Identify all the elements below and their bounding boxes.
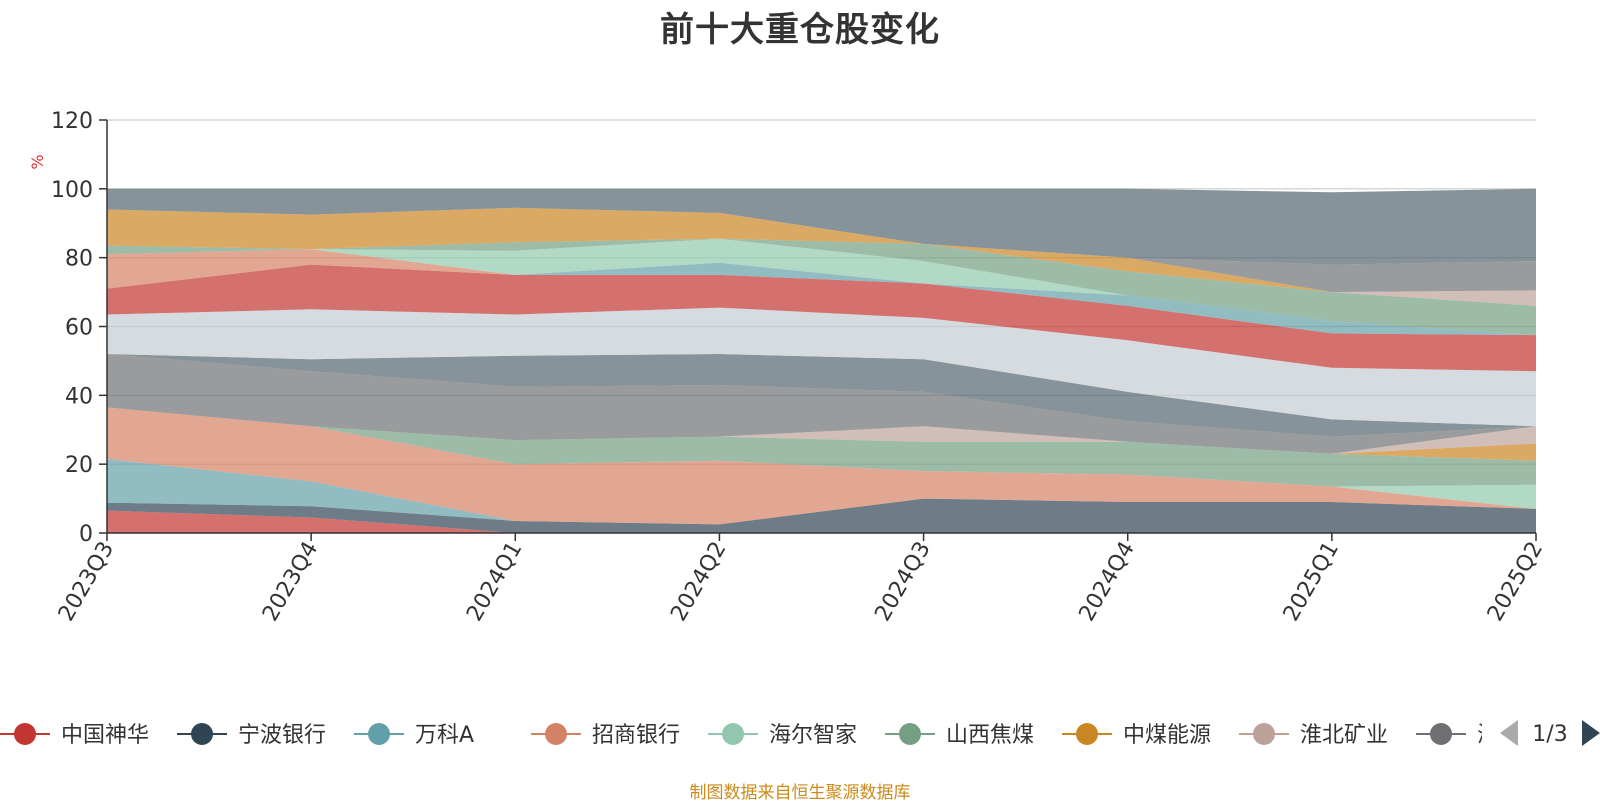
legend-marker-icon xyxy=(368,723,390,745)
area-series-8 xyxy=(107,407,1536,454)
area-series-15 xyxy=(107,238,1536,336)
legend-label: 宁波银行 xyxy=(238,723,326,748)
y-tick-label: 100 xyxy=(51,178,93,203)
legend-item[interactable]: 中国神华 xyxy=(0,723,149,748)
y-tick-label: 120 xyxy=(51,109,93,134)
y-tick-label: 40 xyxy=(65,384,93,409)
legend: 中国神华 宁波银行 万科A 招商银行 海尔智家 山西焦煤 中煤能源 淮北矿业 海螺水泥 xyxy=(0,723,1565,748)
legend-pager: 1/3 xyxy=(1500,720,1600,747)
legend-item[interactable]: 山西焦煤 xyxy=(885,723,1034,748)
x-tick-label: 2024Q3 xyxy=(870,538,935,626)
area-series-7 xyxy=(107,407,1536,461)
x-tick-label: 2025Q1 xyxy=(1279,538,1344,626)
pager-prev-icon[interactable] xyxy=(1500,720,1518,746)
legend-item[interactable]: 万科A xyxy=(354,723,474,748)
chart-title: 前十大重仓股变化 xyxy=(660,10,940,50)
area-series-19 xyxy=(107,207,1536,293)
x-tick-label: 2024Q1 xyxy=(462,538,527,626)
area-series-10 xyxy=(107,354,1536,437)
legend-marker-icon xyxy=(191,723,213,745)
area-series-14 xyxy=(107,249,1536,336)
legend-label: 中煤能源 xyxy=(1123,723,1211,748)
legend-item[interactable]: 海螺水泥 xyxy=(1416,723,1565,748)
legend-marker-icon xyxy=(1430,723,1452,745)
y-tick-label: 80 xyxy=(65,247,93,272)
legend-marker-icon xyxy=(722,723,744,745)
area-series-18 xyxy=(107,207,1536,293)
y-tick-label: 20 xyxy=(65,453,93,478)
legend-item[interactable]: 宁波银行 xyxy=(177,723,326,748)
y-tick-label: 0 xyxy=(79,522,93,547)
source-note: 制图数据来自恒生聚源数据库 xyxy=(689,783,911,803)
legend-marker-icon xyxy=(14,723,36,745)
pager-next-icon[interactable] xyxy=(1582,720,1600,746)
x-tick-label: 2024Q4 xyxy=(1075,538,1140,626)
area-series-11 xyxy=(107,307,1536,427)
legend-label: 山西焦煤 xyxy=(946,723,1034,748)
area-series-16 xyxy=(107,238,1536,336)
x-tick-label: 2023Q3 xyxy=(54,538,119,626)
legend-marker-icon xyxy=(545,723,567,745)
area-series-13 xyxy=(107,249,1536,336)
area-series-9 xyxy=(107,354,1536,454)
area-series-2 xyxy=(107,498,1536,533)
area-series-4 xyxy=(107,407,1536,525)
legend-marker-icon xyxy=(1076,723,1098,745)
y-tick-label: 60 xyxy=(65,316,93,341)
legend-label: 淮北矿业 xyxy=(1300,723,1388,748)
area-series-1 xyxy=(107,510,1536,533)
legend-item[interactable]: 海尔智家 xyxy=(708,723,857,748)
legend-item[interactable]: 招商银行 xyxy=(531,723,680,748)
x-tick-label: 2024Q2 xyxy=(666,538,731,626)
legend-label: 招商银行 xyxy=(592,723,680,748)
legend-item[interactable]: 淮北矿业 xyxy=(1239,723,1388,748)
stacked-areas xyxy=(107,188,1536,533)
y-axis-label: % xyxy=(28,154,47,169)
area-series-12 xyxy=(107,264,1536,372)
legend-marker-icon xyxy=(1253,723,1275,745)
pager-page-text: 1/3 xyxy=(1532,722,1567,747)
legend-label: 中国神华 xyxy=(61,723,149,748)
legend-marker-icon xyxy=(899,723,921,745)
legend-label: 万科A xyxy=(415,723,474,748)
x-tick-label: 2025Q2 xyxy=(1483,538,1548,626)
area-series-20 xyxy=(107,188,1536,265)
x-tick-label: 2023Q4 xyxy=(258,538,323,626)
legend-label: 海螺水泥 xyxy=(1477,723,1565,748)
legend-label: 海尔智家 xyxy=(769,723,857,748)
area-series-6 xyxy=(107,407,1536,487)
legend-item[interactable]: 中煤能源 xyxy=(1062,723,1211,748)
